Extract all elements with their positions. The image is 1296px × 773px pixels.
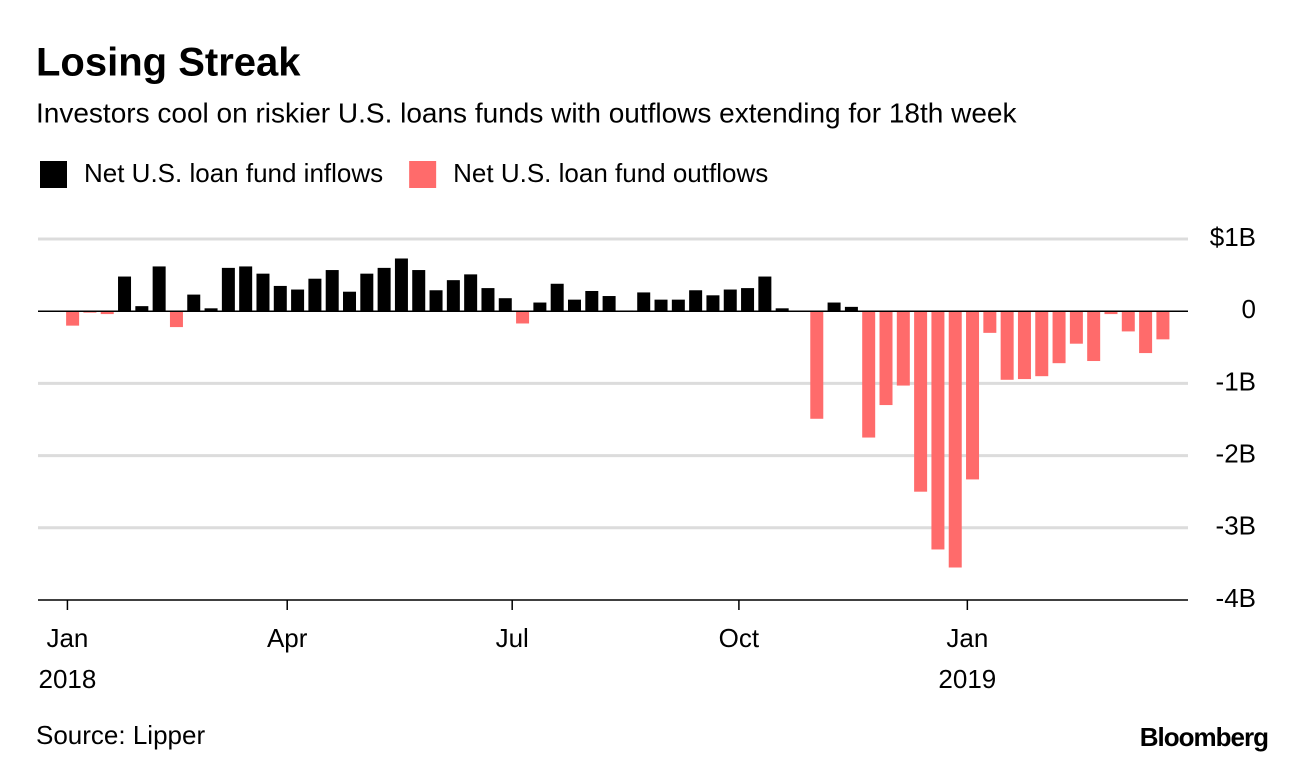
bar	[741, 288, 755, 312]
bar	[152, 266, 166, 312]
x-tick-label: Jan	[946, 623, 988, 653]
bar	[689, 290, 703, 312]
bar	[291, 289, 305, 312]
bar	[585, 290, 599, 312]
x-tick-label: Jan	[46, 623, 88, 653]
bar	[810, 311, 824, 419]
bar	[1000, 311, 1014, 380]
bar	[602, 296, 616, 312]
bar	[550, 283, 564, 312]
bar	[1069, 311, 1083, 344]
bar	[187, 294, 201, 312]
bar	[896, 311, 910, 386]
x-tick-label: Jul	[496, 623, 529, 653]
bar	[1035, 311, 1049, 377]
bar	[948, 311, 962, 568]
bar	[481, 288, 495, 312]
bar	[308, 278, 322, 312]
x-year-label: 2019	[938, 664, 996, 694]
bar	[100, 311, 114, 315]
bar	[66, 311, 80, 326]
bar	[273, 285, 287, 312]
bar	[879, 311, 893, 406]
bar	[325, 270, 339, 312]
bar	[706, 295, 720, 312]
bar	[360, 273, 374, 312]
bar	[412, 270, 426, 312]
legend-label: Net U.S. loan fund outflows	[453, 158, 768, 188]
bar	[827, 302, 841, 312]
bar	[429, 290, 443, 312]
bar	[966, 311, 980, 480]
bar	[204, 308, 218, 312]
bar	[862, 311, 876, 438]
bar	[1017, 311, 1031, 380]
bar	[1052, 311, 1066, 364]
chart-subtitle: Investors cool on riskier U.S. loans fun…	[36, 97, 1017, 128]
bar	[464, 274, 478, 312]
y-tick-label: -1B	[1216, 366, 1256, 396]
bar	[533, 302, 547, 312]
bar	[377, 267, 391, 312]
bar	[1139, 311, 1153, 354]
y-tick-label: -2B	[1216, 438, 1256, 468]
x-tick-label: Oct	[719, 623, 760, 653]
bar	[498, 298, 512, 312]
bar	[1121, 311, 1135, 332]
bar	[239, 266, 253, 312]
y-tick-label: $1B	[1210, 222, 1256, 252]
bar	[394, 258, 408, 312]
bar	[723, 289, 737, 312]
legend-swatch	[409, 161, 437, 188]
chart-title: Losing Streak	[36, 41, 301, 85]
y-tick-label: 0	[1242, 294, 1256, 324]
bar	[256, 273, 270, 312]
source: Source: Lipper	[36, 720, 205, 750]
bar	[221, 267, 235, 312]
x-year-label: 2018	[38, 664, 96, 694]
bar	[931, 311, 945, 550]
x-tick-label: Apr	[267, 623, 308, 653]
bar	[446, 280, 460, 312]
bar	[844, 306, 858, 312]
bar	[637, 292, 651, 312]
bar	[169, 311, 183, 328]
bar	[775, 308, 789, 312]
bar	[118, 276, 132, 312]
bar	[567, 299, 581, 312]
bar	[516, 311, 530, 324]
legend-swatch	[40, 161, 67, 188]
legend-label: Net U.S. loan fund inflows	[84, 158, 383, 188]
bar	[1104, 311, 1118, 315]
bar	[1087, 311, 1101, 362]
bar	[135, 306, 149, 312]
bar	[343, 291, 357, 312]
bar	[983, 311, 997, 333]
y-tick-label: -4B	[1216, 583, 1256, 613]
y-tick-label: -3B	[1216, 511, 1256, 541]
bar	[914, 311, 928, 492]
bar	[1156, 311, 1170, 340]
bar	[671, 299, 685, 312]
brand: Bloomberg	[1140, 722, 1268, 752]
bar	[654, 299, 668, 312]
bar	[758, 276, 772, 312]
